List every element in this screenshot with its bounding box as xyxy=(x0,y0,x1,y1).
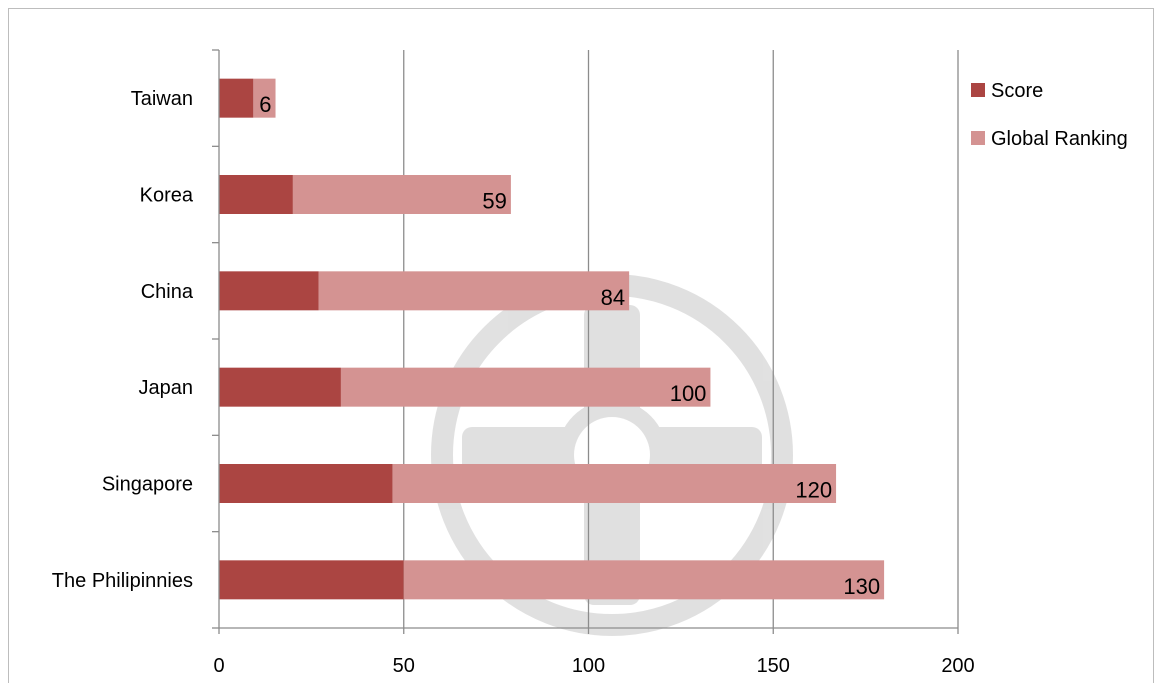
bar-global-ranking xyxy=(340,367,711,407)
x-tick-label: 200 xyxy=(941,655,974,677)
category-label: Singapore xyxy=(102,474,193,496)
category-label: China xyxy=(141,281,194,303)
bar-global-ranking xyxy=(292,175,511,214)
bar-global-ranking xyxy=(253,78,276,118)
category-label: Taiwan xyxy=(131,88,193,110)
bar-score xyxy=(219,560,404,600)
bar-score xyxy=(219,271,319,311)
data-label: 100 xyxy=(670,381,707,406)
bar-score xyxy=(219,367,341,407)
legend-swatch-score xyxy=(971,83,985,97)
labels: 0 50 100 150 200 6 Taiwan 59 Korea 84 China 100 Japa… xyxy=(52,88,975,677)
chart-frame xyxy=(8,8,1154,683)
legend-label: Score xyxy=(991,80,1043,102)
x-tick-label: 0 xyxy=(213,655,224,677)
bars xyxy=(219,78,885,600)
data-label: 6 xyxy=(259,92,271,117)
legend-label: Global Ranking xyxy=(991,128,1128,150)
bar-global-ranking xyxy=(392,464,837,503)
x-tick-label: 50 xyxy=(393,655,415,677)
bar-score xyxy=(219,464,393,503)
data-label: 130 xyxy=(843,574,880,599)
category-label: The Philipinnies xyxy=(52,570,193,592)
data-label: 59 xyxy=(482,189,506,214)
category-label: Japan xyxy=(139,377,194,399)
bar-score xyxy=(219,175,293,214)
bar-global-ranking xyxy=(403,560,885,600)
data-label: 120 xyxy=(795,478,832,503)
bar-score xyxy=(219,78,254,118)
x-tick-label: 150 xyxy=(757,655,790,677)
data-label: 84 xyxy=(601,285,625,310)
bar-global-ranking xyxy=(318,271,630,311)
axes xyxy=(212,49,959,634)
category-label: Korea xyxy=(140,185,194,207)
legend: Score Global Ranking xyxy=(971,80,1128,150)
x-tick-label: 100 xyxy=(572,655,605,677)
grid-lines xyxy=(403,50,959,628)
legend-swatch-global-ranking xyxy=(971,131,985,145)
